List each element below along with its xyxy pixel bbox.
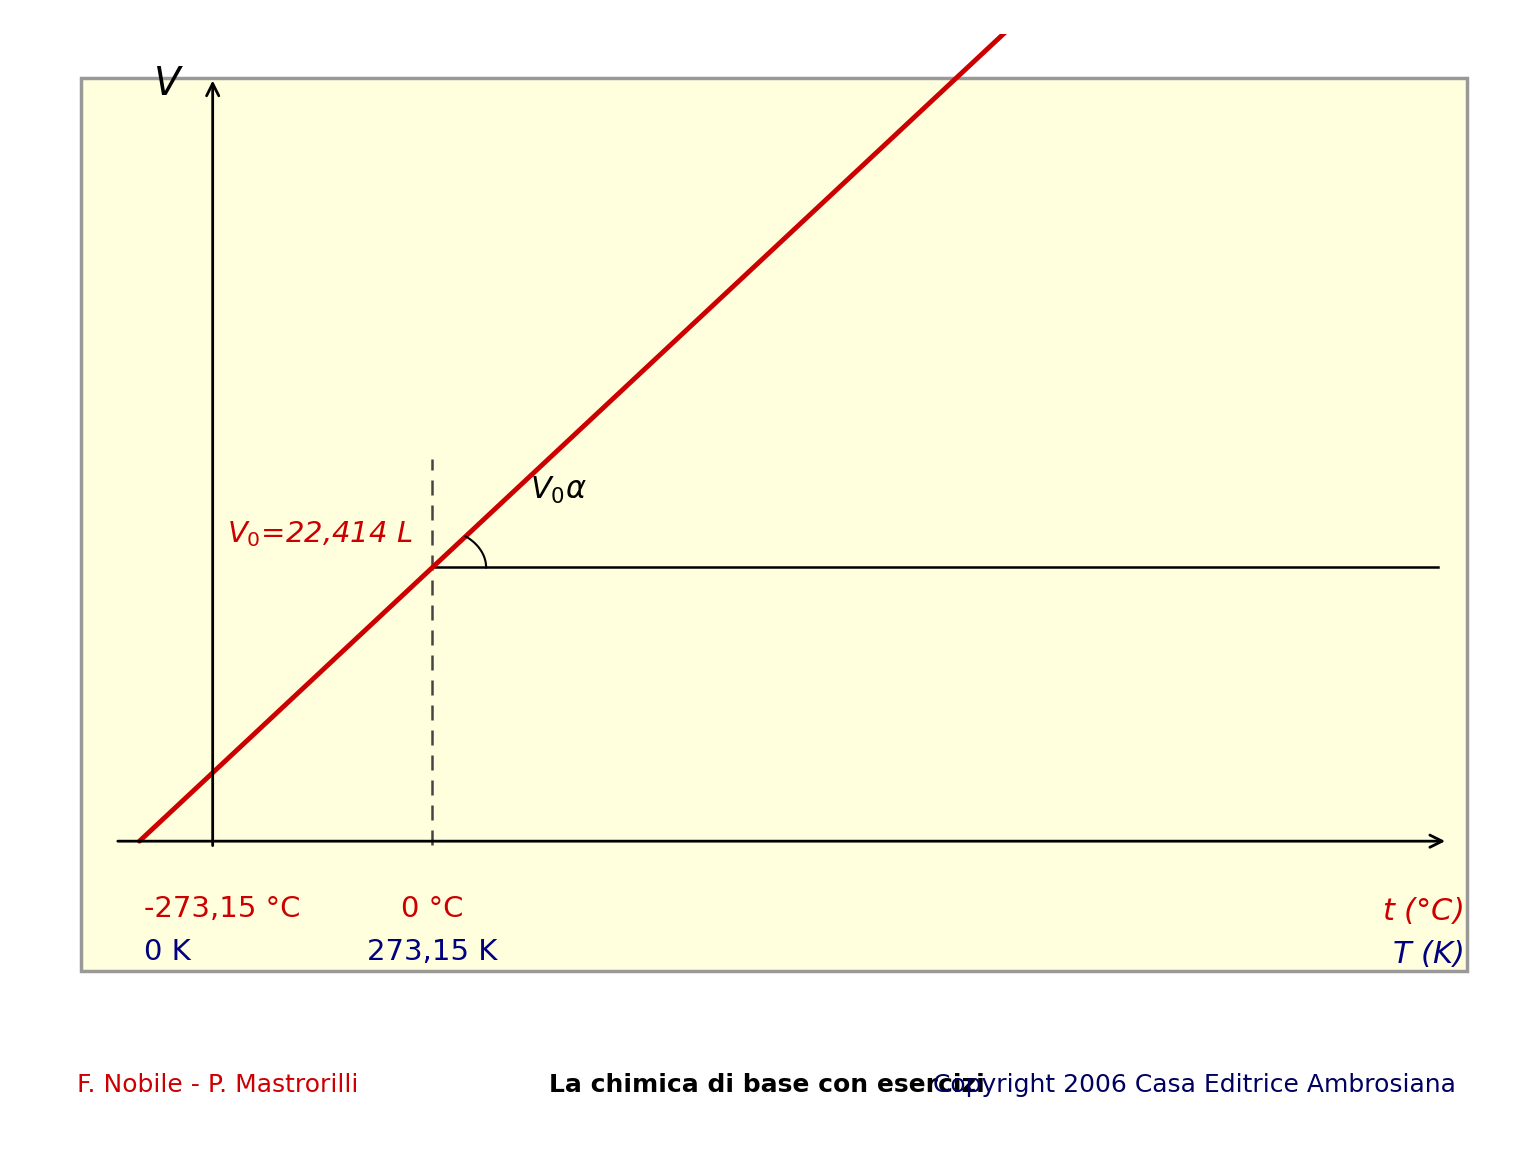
Text: $V_0\alpha$: $V_0\alpha$ bbox=[530, 476, 587, 507]
Text: F. Nobile - P. Mastrorilli: F. Nobile - P. Mastrorilli bbox=[77, 1073, 359, 1097]
FancyBboxPatch shape bbox=[81, 78, 1467, 971]
Text: -273,15 °C: -273,15 °C bbox=[144, 895, 300, 923]
Text: 0 K: 0 K bbox=[144, 939, 192, 966]
Text: $t$ (°C): $t$ (°C) bbox=[1381, 895, 1462, 926]
Text: Copyright 2006 Casa Editrice Ambrosiana: Copyright 2006 Casa Editrice Ambrosiana bbox=[934, 1073, 1456, 1097]
Text: La chimica di base con esercizi: La chimica di base con esercizi bbox=[549, 1073, 984, 1097]
Text: $V_0$=22,414 L: $V_0$=22,414 L bbox=[227, 519, 412, 549]
Text: 273,15 K: 273,15 K bbox=[368, 939, 498, 966]
Text: 0 °C: 0 °C bbox=[402, 895, 463, 923]
Text: $V$: $V$ bbox=[153, 64, 184, 103]
Text: $T$ (K): $T$ (K) bbox=[1392, 939, 1462, 970]
